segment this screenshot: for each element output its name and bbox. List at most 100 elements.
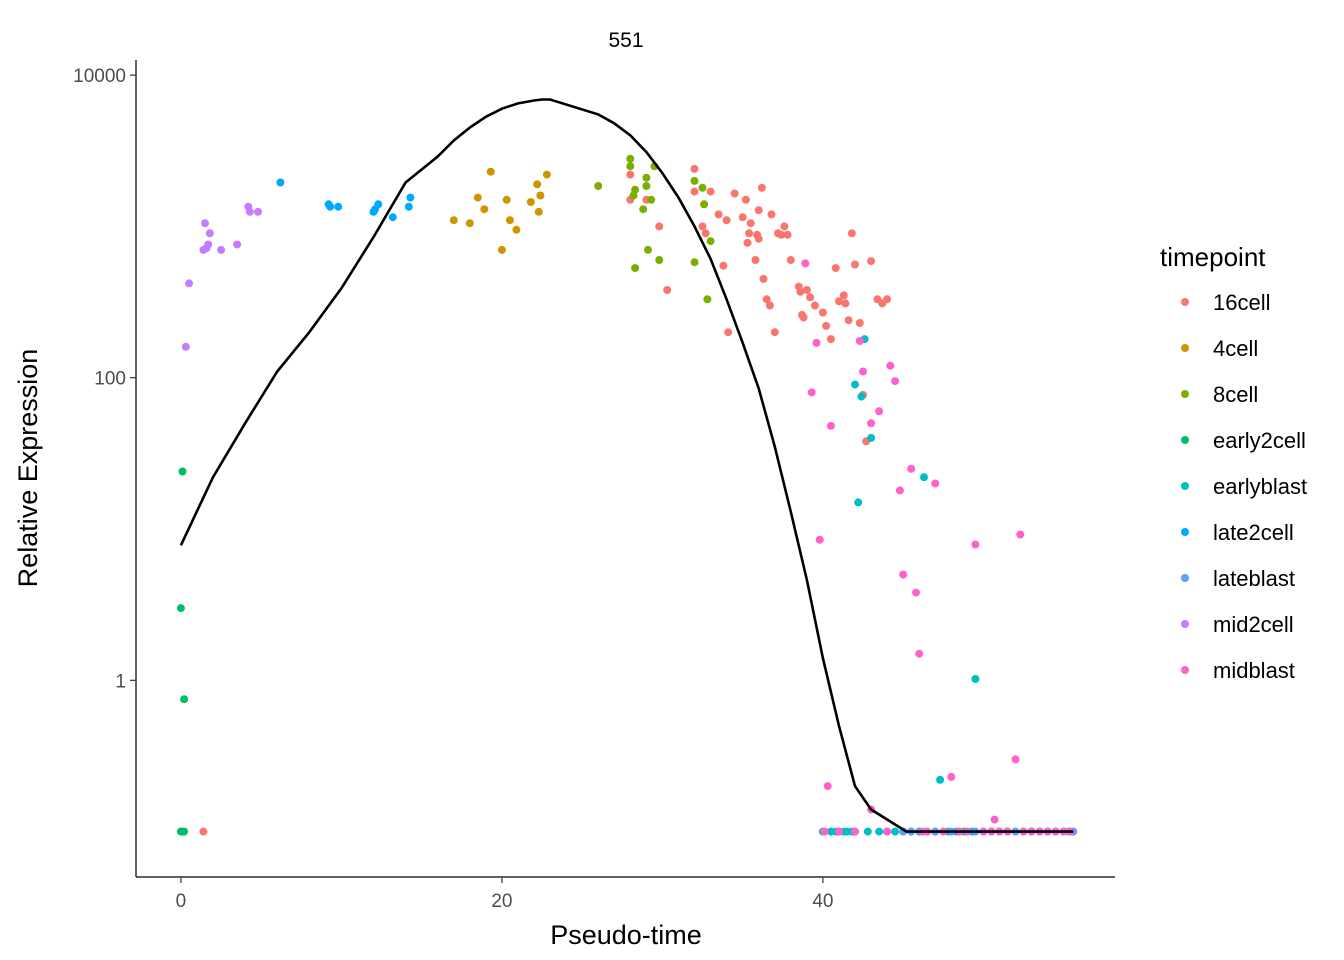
curve-layer	[179, 98, 1074, 833]
data-point-16cell	[762, 295, 771, 304]
data-point-16cell	[754, 206, 763, 215]
data-point-4cell	[486, 167, 495, 176]
legend-key-early2cell	[1181, 436, 1189, 444]
data-point-early2cell	[180, 827, 189, 836]
x-tick-label: 40	[812, 891, 833, 912]
data-point-16cell	[741, 195, 750, 204]
data-point-16cell	[826, 335, 835, 344]
data-point-16cell	[818, 308, 827, 317]
data-point-16cell	[759, 274, 768, 283]
data-point-late2cell	[276, 178, 285, 187]
data-point-earlyblast	[891, 827, 900, 836]
data-point-16cell	[851, 260, 859, 269]
data-point-8cell	[631, 264, 640, 273]
data-point-16cell	[835, 297, 843, 306]
data-point-4cell	[536, 191, 545, 200]
data-point-16cell	[745, 229, 754, 238]
legend-label-16cell: 16cell	[1213, 290, 1270, 315]
legend-key-earlyblast	[1181, 482, 1189, 490]
legend-title: timepoint	[1160, 242, 1266, 272]
axes-layer: 0 20 40 1 100 10000	[73, 60, 1115, 912]
data-point-midblast	[990, 815, 999, 824]
legend-label-lateblast: lateblast	[1213, 566, 1295, 591]
data-point-4cell	[505, 216, 514, 225]
data-point-16cell	[822, 321, 831, 330]
data-point-midblast	[812, 338, 821, 347]
data-point-16cell	[810, 301, 819, 310]
legend-label-8cell: 8cell	[1213, 382, 1258, 407]
data-point-16cell	[698, 222, 707, 231]
data-point-16cell	[844, 316, 853, 325]
data-point-16cell	[783, 230, 792, 239]
data-point-earlyblast	[854, 498, 863, 507]
data-point-mid2cell	[217, 245, 226, 254]
data-point-late2cell	[326, 202, 335, 211]
legend-label-earlyblast: earlyblast	[1213, 474, 1307, 499]
legend-key-4cell	[1181, 344, 1189, 352]
y-tick-label: 10000	[73, 66, 126, 87]
data-point-16cell	[690, 187, 699, 196]
data-point-midblast	[1016, 530, 1025, 539]
data-point-midblast	[835, 827, 843, 836]
data-point-16cell	[831, 264, 840, 273]
data-point-midblast	[907, 464, 916, 473]
data-point-midblast	[912, 588, 920, 597]
data-point-8cell	[647, 195, 656, 204]
data-point-midblast	[851, 827, 859, 836]
data-point-earlyblast	[971, 675, 980, 683]
data-point-mid2cell	[245, 207, 254, 216]
data-point-8cell	[698, 183, 707, 192]
data-point-16cell	[780, 222, 789, 231]
data-point-midblast	[859, 367, 867, 376]
data-point-mid2cell	[233, 240, 242, 249]
data-point-4cell	[502, 195, 511, 204]
data-point-16cell	[841, 299, 850, 308]
data-point-8cell	[706, 237, 715, 246]
data-point-8cell	[690, 258, 699, 267]
points-layer	[176, 154, 1078, 836]
data-point-16cell	[663, 286, 672, 294]
data-point-earlyblast	[936, 775, 945, 784]
data-point-midblast	[815, 535, 824, 544]
data-point-earlyblast	[857, 392, 866, 401]
data-point-late2cell	[388, 213, 397, 222]
data-point-4cell	[533, 180, 542, 189]
data-point-8cell	[700, 200, 709, 209]
data-point-midblast	[971, 540, 980, 549]
data-point-4cell	[497, 245, 506, 254]
data-point-16cell	[799, 313, 808, 322]
chart-title: 551	[608, 29, 643, 52]
data-point-8cell	[626, 162, 635, 171]
data-point-8cell	[639, 205, 648, 214]
data-point-16cell	[757, 183, 766, 192]
x-tick-label: 20	[491, 891, 512, 912]
data-point-4cell	[534, 207, 543, 216]
legend-label-early2cell: early2cell	[1213, 428, 1306, 453]
data-point-4cell	[473, 193, 482, 202]
data-point-early2cell	[176, 604, 185, 613]
legend-key-midblast	[1181, 666, 1189, 674]
data-point-midblast	[875, 407, 884, 416]
data-point-16cell	[802, 286, 811, 294]
legend-label-mid2cell: mid2cell	[1213, 612, 1294, 637]
legend-label-midblast: midblast	[1213, 658, 1295, 683]
data-point-late2cell	[404, 202, 413, 211]
data-point-early2cell	[178, 467, 187, 476]
data-point-8cell	[642, 182, 651, 190]
legend-key-8cell	[1181, 390, 1189, 398]
legend-key-late2cell	[1181, 528, 1189, 536]
data-point-8cell	[655, 256, 664, 264]
data-point-earlyblast	[875, 827, 884, 836]
data-point-4cell	[526, 198, 535, 206]
data-point-midblast	[891, 377, 900, 386]
data-point-midblast	[886, 361, 895, 370]
legend-label-4cell: 4cell	[1213, 336, 1258, 361]
data-point-16cell	[626, 170, 635, 179]
data-point-16cell	[754, 234, 763, 243]
x-tick-label: 0	[176, 891, 187, 912]
data-point-16cell	[867, 257, 876, 266]
data-point-16cell	[806, 293, 815, 302]
data-point-16cell	[767, 210, 776, 219]
legend-key-lateblast	[1181, 574, 1189, 582]
